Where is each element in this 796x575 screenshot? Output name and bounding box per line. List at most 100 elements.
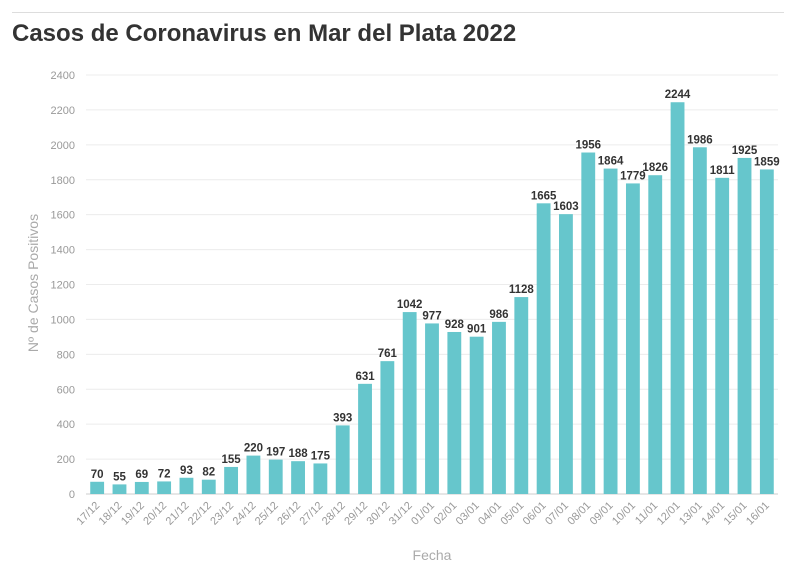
bar — [536, 203, 551, 494]
data-label: 901 — [467, 324, 487, 336]
y-tick-label: 400 — [57, 419, 75, 431]
bar — [246, 455, 261, 494]
x-tick-label: 20/12 — [141, 500, 169, 528]
bar — [514, 297, 529, 494]
data-label: 175 — [311, 450, 331, 462]
data-label: 93 — [180, 465, 193, 477]
y-tick-label: 600 — [57, 384, 75, 396]
y-tick-label: 1000 — [51, 314, 75, 326]
x-tick-label: 05/01 — [498, 500, 526, 528]
data-label: 188 — [288, 448, 308, 460]
data-label: 220 — [244, 443, 263, 455]
x-tick-label: 04/01 — [476, 500, 504, 528]
chart-title: Casos de Coronavirus en Mar del Plata 20… — [12, 20, 517, 47]
data-label: 1603 — [553, 201, 579, 213]
data-label: 55 — [113, 471, 126, 483]
data-label: 631 — [355, 371, 375, 383]
bar — [559, 214, 573, 494]
x-tick-label: 27/12 — [298, 500, 326, 528]
bar — [201, 479, 216, 494]
x-tick-label: 23/12 — [208, 500, 236, 528]
x-axis-title: Fecha — [413, 547, 452, 563]
x-tick-label: 13/01 — [677, 500, 705, 528]
data-label: 1042 — [397, 299, 423, 311]
x-tick-label: 31/12 — [387, 500, 415, 528]
bar — [358, 383, 372, 494]
x-tick-label: 08/01 — [565, 500, 593, 528]
data-label: 82 — [202, 467, 215, 479]
x-tick-label: 09/01 — [588, 500, 616, 528]
y-tick-label: 0 — [69, 489, 75, 501]
data-label: 155 — [222, 454, 242, 466]
data-label: 1925 — [732, 145, 758, 157]
bar — [224, 466, 239, 494]
y-tick-label: 1200 — [51, 280, 75, 292]
y-tick-label: 2000 — [51, 140, 75, 152]
data-label: 1128 — [509, 284, 535, 296]
bar — [90, 481, 105, 494]
x-tick-label: 10/01 — [610, 500, 638, 528]
x-tick-label: 06/01 — [521, 500, 549, 528]
x-tick-label: 07/01 — [543, 500, 571, 528]
y-tick-label: 1800 — [51, 175, 75, 187]
y-tick-label: 2200 — [51, 105, 75, 117]
bar — [603, 168, 618, 494]
top-divider — [12, 12, 784, 13]
x-tick-label: 01/01 — [409, 500, 437, 528]
bar — [492, 321, 506, 494]
bar — [268, 459, 283, 494]
x-tick-label: 16/01 — [744, 500, 772, 528]
y-tick-label: 1400 — [51, 245, 75, 257]
bar — [402, 312, 417, 494]
bar — [737, 157, 752, 495]
x-tick-label: 14/01 — [699, 500, 727, 528]
data-label: 2244 — [665, 89, 691, 101]
x-tick-label: 28/12 — [320, 500, 348, 528]
y-tick-label: 800 — [57, 349, 75, 361]
x-tick-label: 12/01 — [655, 500, 683, 528]
x-tick-label: 30/12 — [365, 500, 393, 528]
bar — [447, 331, 462, 494]
bar — [759, 169, 774, 494]
bar — [625, 183, 640, 494]
bar — [335, 425, 350, 494]
y-tick-label: 1600 — [51, 210, 75, 222]
x-tick-label: 15/01 — [722, 500, 750, 528]
bar — [581, 152, 596, 494]
x-tick-label: 22/12 — [186, 500, 214, 528]
data-label: 1811 — [710, 165, 736, 177]
x-tick-label: 18/12 — [97, 500, 125, 528]
data-label: 761 — [378, 348, 398, 360]
data-label: 928 — [445, 319, 465, 331]
data-label: 72 — [158, 468, 171, 480]
bar — [134, 481, 149, 494]
data-label: 69 — [135, 469, 148, 481]
x-tick-label: 02/01 — [431, 500, 459, 528]
data-label: 1859 — [754, 156, 780, 168]
x-tick-label: 26/12 — [275, 500, 303, 528]
y-tick-label: 200 — [57, 454, 75, 466]
bar — [313, 463, 328, 494]
bar — [380, 361, 395, 494]
grid-lines — [86, 74, 778, 495]
bar — [157, 481, 172, 494]
bar — [112, 484, 127, 494]
x-tick-label: 29/12 — [342, 500, 370, 528]
bar — [291, 461, 305, 494]
data-label: 1956 — [575, 140, 601, 152]
data-label: 1826 — [642, 162, 668, 174]
bar — [425, 323, 439, 494]
x-tick-label: 17/12 — [74, 500, 102, 528]
x-tick-label: 11/01 — [633, 500, 660, 527]
x-tick-label: 03/01 — [454, 500, 482, 528]
y-axis-ticks: 0 200 400 600 800 1000 1200 1400 1600 1800 2000 220… — [51, 70, 75, 501]
y-axis-title: Nº de Casos Positivos — [25, 214, 41, 352]
data-label: 1665 — [531, 190, 557, 202]
bar — [648, 175, 663, 495]
x-tick-label: 19/12 — [119, 500, 147, 528]
x-tick-label: 24/12 — [231, 500, 259, 528]
data-label: 977 — [422, 310, 441, 322]
bar — [715, 177, 730, 494]
